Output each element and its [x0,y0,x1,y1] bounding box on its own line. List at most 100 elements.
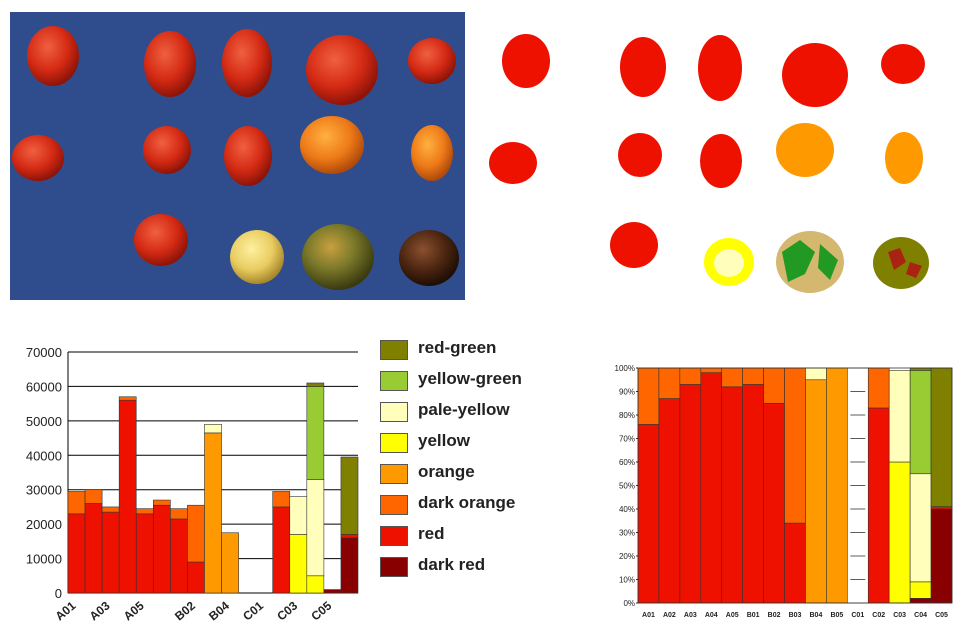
bar-segment [637,367,660,425]
tomato-4 [306,35,378,105]
bar-segment [658,367,681,399]
legend-swatch [380,495,408,515]
bar-segment [84,489,103,504]
bar-segment [221,532,239,594]
y-tick-label: 0% [623,599,635,608]
y-tick-label: 80% [619,411,635,420]
segment-6 [489,142,537,184]
bar-segment [742,367,764,385]
bar-segment [170,508,188,520]
tomato-13 [302,224,374,290]
segment-4 [782,43,848,107]
tomato-14 [399,230,459,286]
bar-segment [763,402,785,604]
x-tick-label: A01 [642,612,655,619]
bar-segment [101,506,120,513]
bar-segment [289,496,308,535]
bar-segment [658,398,681,604]
legend-label: dark red [418,555,486,574]
y-tick-labels: 0 10000 20000 30000 40000 50000 60000 70000 [26,345,62,601]
bar-segment [700,372,723,604]
legend-label: dark orange [418,493,516,512]
legend-item: red-green [380,338,580,362]
bar-segment [289,534,308,594]
x-tick-label: C04 [914,612,927,619]
tomato-2 [144,31,196,97]
bar-segment [909,370,932,475]
bar-segment [721,367,743,388]
legend-label: red-green [418,338,497,357]
x-tick-label: A05 [121,598,147,623]
x-tick-label: A04 [705,612,718,619]
x-tick-label: A02 [663,612,676,619]
bar-segment [867,407,890,604]
x-tick-labels: A01 A03 A05 B02 B04 C01 C03 C05 [53,598,335,623]
bar-segment [84,503,103,594]
bar-segment [306,386,325,480]
percentage-chart: 0% 10% 20% 30% 40% 50% 60% 70% 80% 90% 100% A01 A02… [615,364,953,619]
bar-segment [152,499,171,506]
segment-3 [698,35,742,101]
segment-12-inner [714,249,744,277]
y-tick-label: 60000 [26,379,62,394]
bar-segment [272,506,291,594]
bar-segment [763,367,785,404]
tomato-3 [222,29,272,97]
bar-segment [306,479,325,577]
tomato-7 [143,126,191,174]
bar-segment [118,399,137,594]
x-tick-label: A03 [684,612,697,619]
legend-swatch [380,371,408,391]
tomato-8 [224,126,272,186]
x-tick-label: B04 [810,612,823,619]
bar-segment [930,367,953,507]
bar-segment [909,473,932,583]
legend-swatch [380,340,408,360]
x-tick-label: C05 [308,598,334,623]
x-tick-label: C03 [893,612,906,619]
bar-segment [805,367,827,381]
bar-segment [272,491,291,508]
bar-segment [679,384,702,604]
tomato-9 [300,116,364,174]
bar-segment [930,508,953,604]
bar-segment [67,491,86,515]
legend-label: yellow-green [418,369,522,388]
bar-segment [204,424,222,434]
y-tick-label: 60% [619,458,635,467]
x-tick-label: C01 [851,612,864,619]
bar-segment [826,367,848,604]
segment-11 [610,222,658,268]
y-tick-label: 20000 [26,517,62,532]
bar-segment [700,367,723,373]
bar-segment [306,575,325,594]
bar-segment [888,370,911,463]
bar-segment [909,581,932,599]
tomato-10 [411,125,453,181]
x-tick-label: B03 [789,612,802,619]
legend-item: yellow [380,431,580,455]
legend-label: orange [418,462,475,481]
x-tick-label: A03 [87,598,113,623]
legend-item: orange [380,462,580,486]
y-tick-label: 40000 [26,448,62,463]
segment-8 [700,134,742,188]
bar-segment [118,396,137,401]
x-tick-label: C05 [935,612,948,619]
bars [637,367,953,604]
y-tick-label: 0 [55,586,62,601]
legend-swatch [380,526,408,546]
bar-segment [930,506,953,510]
x-tick-label: C03 [274,598,300,623]
tomato-12 [230,230,284,284]
x-tick-label: B05 [830,612,843,619]
segmented-image [470,12,970,312]
bar-segment [187,504,205,563]
bar-segment [170,518,188,594]
x-tick-label: C01 [240,598,266,623]
bar-segment [742,384,764,604]
bar-segment [340,534,359,539]
legend-swatch [380,402,408,422]
pixel-count-chart: 0 10000 20000 30000 40000 50000 60000 70000 A01… [26,345,359,623]
segment-5 [881,44,925,84]
